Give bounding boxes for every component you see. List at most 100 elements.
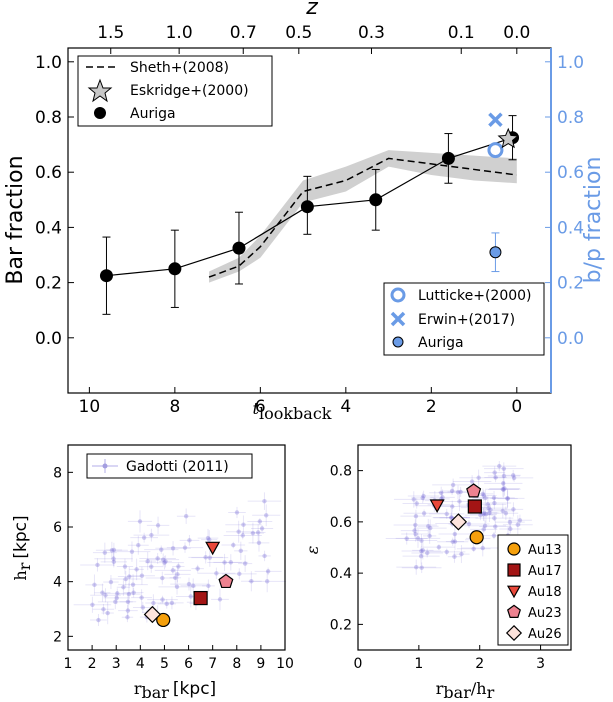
- gadotti-point: [129, 549, 135, 554]
- galaxy-au17-point: [193, 590, 208, 606]
- gadotti-point: [100, 590, 105, 595]
- gadotti-point: [139, 573, 145, 578]
- bottom-right-x-tick-label: 2: [475, 656, 484, 672]
- eskridge-point: [497, 127, 520, 149]
- galaxy-au18-point: [429, 499, 445, 513]
- legend-top-left: Sheth+(2008) Eskridge+(2000) Auriga: [77, 55, 273, 127]
- gadotti-point: [511, 475, 517, 481]
- top-z-tick-label: 0.5: [285, 23, 312, 43]
- top-x-tick-label: 0: [511, 397, 522, 417]
- gadotti-point: [176, 564, 181, 569]
- bottom-left-y-ticks: 2 4 6 8: [53, 465, 73, 645]
- gadotti-point: [486, 505, 491, 511]
- gadotti-point: [162, 560, 167, 565]
- gadotti-point: [421, 511, 427, 516]
- gadotti-point: [121, 585, 126, 590]
- gadotti-point: [501, 466, 507, 471]
- gadotti-point: [480, 545, 485, 551]
- gadotti-point: [478, 512, 483, 518]
- gadotti-point: [203, 555, 208, 560]
- top-y-tick-label: 0.0: [35, 329, 62, 349]
- top-right-y-tick-label: 0.8: [557, 108, 584, 128]
- legend-au26-swatch: [505, 624, 523, 642]
- sheth-uncertainty-band: [209, 150, 517, 283]
- top-y-tick-label: 0.6: [35, 163, 62, 183]
- gadotti-point: [457, 499, 462, 504]
- gadotti-point: [175, 572, 180, 577]
- gadotti-point: [503, 511, 509, 516]
- gadotti-point: [111, 559, 117, 565]
- gadotti-point: [173, 575, 178, 580]
- top-y-tick-label: 0.2: [35, 274, 62, 294]
- gadotti-point: [493, 524, 498, 529]
- top-right-y-tick-label: 0.6: [557, 163, 584, 183]
- gadotti-point: [155, 523, 161, 528]
- bottom-right-y-tick-label: 0.8: [330, 464, 352, 480]
- galaxy-au23-point: [466, 483, 482, 498]
- gadotti-point: [228, 560, 233, 565]
- gadotti-point: [131, 590, 136, 595]
- gadotti-point: [415, 536, 421, 541]
- gadotti-point: [182, 545, 188, 550]
- gadotti-point: [501, 487, 506, 492]
- bottom-left-x-tick-label: 3: [112, 656, 121, 672]
- bottom-right-y-axis-label: ε: [303, 546, 322, 555]
- top-right-y-ticks: 0.0 0.2 0.4 0.6 0.8 1.0: [545, 48, 584, 393]
- bottom-left-y-tick-label: 6: [53, 520, 62, 536]
- legend-auriga-bp-label: Auriga: [418, 335, 464, 351]
- legend-erwin-label: Erwin+(2017): [418, 312, 515, 328]
- legend-gadotti: Gadotti (2011): [86, 453, 253, 479]
- top-x-axis-label: tlookback: [253, 399, 332, 423]
- gadotti-point: [455, 490, 461, 495]
- gadotti-point: [145, 558, 150, 564]
- gadotti-point: [259, 526, 265, 531]
- top-y-ticks: 0.0 0.2 0.4 0.6 0.8 1.0: [35, 53, 74, 349]
- legend-auriga-swatch: [94, 107, 106, 119]
- gadotti-point: [493, 475, 498, 480]
- gadotti-point: [237, 571, 242, 577]
- legend-lutticke-label: Lutticke+(2000): [418, 288, 532, 304]
- gadotti-point: [449, 488, 455, 494]
- gadotti-point: [511, 507, 516, 512]
- top-x-tick-label: 8: [169, 397, 180, 417]
- bottom-left-x-tick-label: 4: [136, 656, 145, 672]
- gadotti-point: [164, 601, 169, 607]
- gadotti-point: [125, 599, 131, 604]
- gadotti-point: [241, 522, 246, 527]
- gadotti-point: [236, 529, 241, 534]
- gadotti-point: [136, 543, 141, 548]
- gadotti-point: [426, 523, 431, 529]
- gadotti-point: [122, 564, 128, 569]
- legend-gadotti-label: Gadotti (2011): [126, 459, 229, 475]
- bottom-right-y-tick-label: 0.4: [330, 566, 352, 582]
- top-x-tick-label: 4: [340, 397, 351, 417]
- gadotti-point: [155, 556, 160, 561]
- gadotti-point: [108, 579, 114, 585]
- gadotti-point: [500, 508, 505, 514]
- bottom-right-axes-frame: [357, 444, 572, 651]
- gadotti-point: [502, 486, 507, 491]
- gadotti-point: [507, 519, 513, 525]
- gadotti-point: [444, 511, 449, 517]
- top-y-tick-label: 0.4: [35, 218, 62, 238]
- gadotti-point: [187, 538, 192, 543]
- gadotti-point: [139, 595, 144, 600]
- gadotti-point: [170, 568, 176, 573]
- gadotti-point: [207, 537, 212, 542]
- galaxy-au17-point: [467, 499, 482, 514]
- auriga-bar-point: [300, 200, 314, 214]
- gadotti-point: [151, 600, 156, 606]
- gadotti-point: [105, 610, 110, 616]
- gadotti-cloud-ellipticity: [385, 461, 534, 575]
- auriga-bar-point: [232, 241, 246, 255]
- gadotti-point: [115, 591, 120, 596]
- top-right-y-axis-label: b/p fraction: [581, 157, 606, 284]
- gadotti-point: [238, 548, 244, 554]
- gadotti-point: [476, 475, 481, 480]
- gadotti-point: [436, 544, 442, 550]
- gadotti-point: [508, 526, 513, 532]
- bottom-left-x-tick-label: 1: [64, 656, 73, 672]
- top-z-tick-label: 0.0: [503, 23, 530, 43]
- gadotti-point: [186, 581, 192, 587]
